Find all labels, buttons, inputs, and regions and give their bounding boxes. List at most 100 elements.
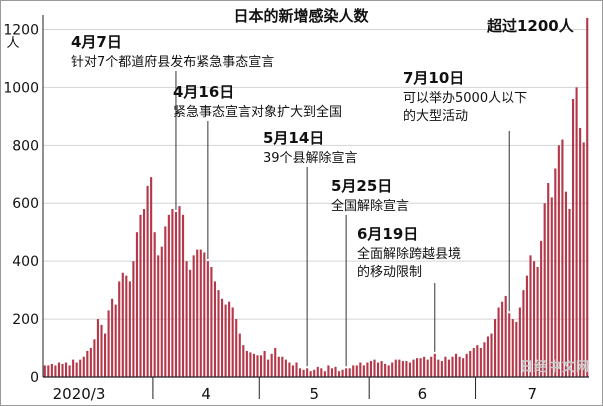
- bar: [185, 261, 188, 377]
- bar: [164, 226, 167, 377]
- bar: [348, 368, 351, 377]
- bar: [483, 342, 486, 377]
- y-tick-label: 400: [12, 254, 39, 270]
- bar: [181, 214, 185, 377]
- bar: [295, 362, 298, 377]
- bar: [327, 365, 330, 377]
- bar: [536, 266, 539, 377]
- bar: [228, 301, 231, 377]
- bar: [199, 249, 202, 377]
- bar: [298, 368, 302, 377]
- bar: [111, 298, 114, 377]
- bar: [561, 139, 564, 377]
- y-tick-label: 600: [12, 196, 39, 212]
- bar: [504, 295, 507, 377]
- bar: [412, 359, 415, 377]
- bar: [103, 333, 107, 377]
- bar: [444, 356, 447, 377]
- bar: [550, 197, 553, 377]
- bar: [263, 350, 266, 377]
- annotation-text: 可以举办5000人以下: [403, 91, 527, 106]
- axes: 0 200 400 600 800 1000 1200 2020/3 4 5 6 7: [3, 15, 589, 403]
- bar: [575, 87, 578, 378]
- bar: [153, 232, 156, 377]
- bar: [224, 304, 227, 377]
- bar: [196, 249, 199, 377]
- bar: [447, 359, 451, 377]
- bar: [249, 352, 252, 377]
- bar: [529, 255, 532, 377]
- y-tick-label: 200: [12, 312, 39, 328]
- bar: [210, 266, 213, 377]
- bar: [362, 365, 365, 377]
- bar: [345, 368, 348, 377]
- bar: [213, 281, 217, 377]
- bar: [440, 361, 443, 377]
- bar: [313, 369, 316, 377]
- bar: [72, 359, 75, 377]
- bar: [337, 371, 341, 377]
- bar: [57, 362, 61, 377]
- annotation-date: 7月10日: [403, 69, 464, 87]
- bar: [511, 319, 514, 377]
- bar: [274, 348, 277, 377]
- gridlines: [43, 28, 589, 320]
- bar: [557, 145, 560, 377]
- bar: [132, 261, 135, 377]
- x-tick-label: 5: [309, 385, 319, 403]
- bar: [518, 307, 521, 377]
- chart-title: 日本的新增感染人数: [233, 7, 369, 25]
- bar: [220, 298, 224, 377]
- bar: [54, 365, 57, 377]
- bar: [525, 275, 529, 377]
- bar: [419, 358, 422, 377]
- bar: [501, 301, 504, 377]
- bar: [79, 359, 82, 377]
- bar: [547, 182, 550, 377]
- bar: [309, 371, 312, 377]
- bar: [178, 206, 181, 377]
- bar: [50, 363, 53, 377]
- bar: [252, 353, 256, 377]
- bar: [203, 252, 206, 377]
- bar: [107, 310, 110, 377]
- bar: [458, 356, 461, 377]
- bar: [146, 185, 149, 377]
- bar: [359, 362, 362, 377]
- x-tick-label: 6: [418, 385, 428, 403]
- bar: [437, 359, 440, 377]
- bar: [306, 368, 309, 377]
- bar: [352, 365, 355, 377]
- bar: [189, 269, 192, 377]
- bar: [366, 362, 369, 377]
- bar: [479, 348, 482, 377]
- y-axis-unit-label: 人: [6, 36, 19, 51]
- bar: [405, 361, 408, 377]
- bar: [323, 371, 326, 377]
- bar: [398, 359, 401, 377]
- bar: [582, 142, 585, 377]
- bar: [401, 361, 404, 377]
- annotation-text: 全面解除跨越县境: [357, 246, 461, 262]
- bar: [157, 255, 160, 377]
- y-tick-label: 0: [30, 370, 39, 386]
- bar: [75, 362, 78, 377]
- bar: [355, 365, 358, 377]
- bar: [43, 365, 46, 377]
- watermark: 日经中文网: [519, 360, 590, 375]
- bar: [387, 365, 390, 377]
- bar: [82, 356, 85, 377]
- bar: [493, 319, 497, 377]
- bar: [139, 214, 142, 377]
- bar: [384, 363, 387, 377]
- bar: [508, 313, 511, 377]
- bars: [43, 17, 589, 378]
- bar: [515, 321, 518, 377]
- bar: [564, 191, 568, 377]
- bar: [341, 369, 344, 377]
- bar: [320, 368, 323, 377]
- bar: [490, 333, 493, 377]
- bar: [486, 336, 490, 377]
- bar: [217, 290, 220, 377]
